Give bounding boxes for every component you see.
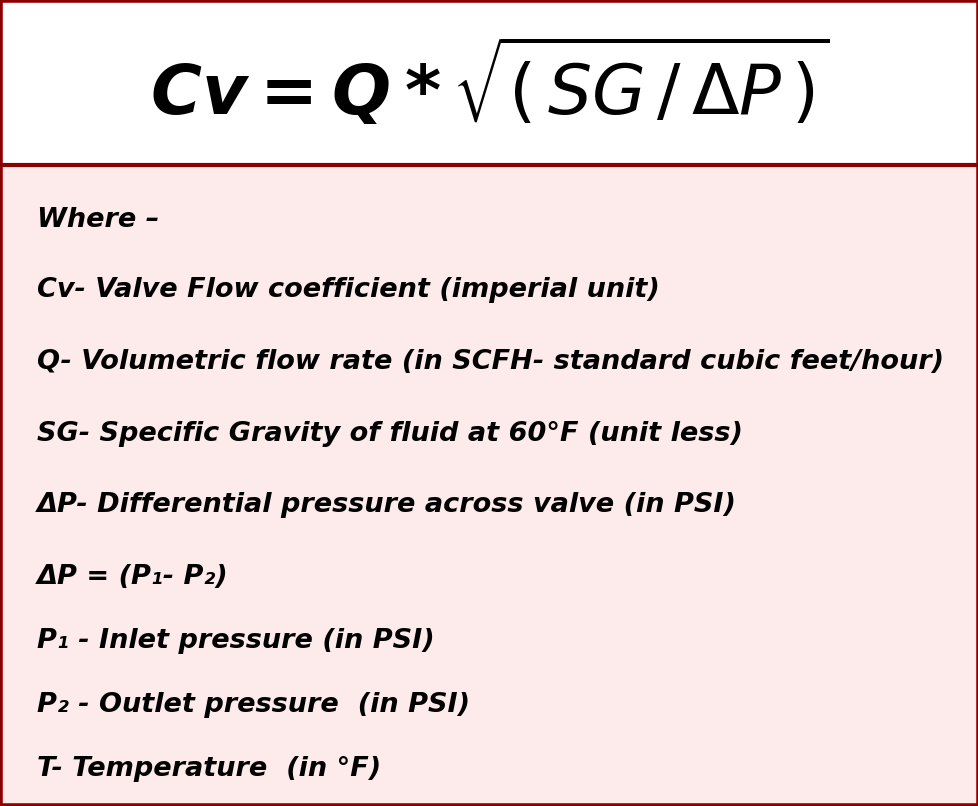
Text: T- Temperature  (in °F): T- Temperature (in °F) xyxy=(37,757,381,783)
Text: P₂ - Outlet pressure  (in PSI): P₂ - Outlet pressure (in PSI) xyxy=(37,692,469,718)
Text: Q- Volumetric flow rate (in SCFH- standard cubic feet/hour): Q- Volumetric flow rate (in SCFH- standa… xyxy=(37,349,943,375)
Text: ΔP- Differential pressure across valve (in PSI): ΔP- Differential pressure across valve (… xyxy=(37,492,736,517)
Bar xyxy=(0,0,978,165)
Text: SG- Specific Gravity of fluid at 60°F (unit less): SG- Specific Gravity of fluid at 60°F (u… xyxy=(37,421,742,447)
Text: ΔP = (P₁- P₂): ΔP = (P₁- P₂) xyxy=(37,563,229,590)
Text: $\boldsymbol{Cv = Q * \sqrt{(\, SG\, /\, \Delta P\, )}}$: $\boldsymbol{Cv = Q * \sqrt{(\, SG\, /\,… xyxy=(150,36,828,129)
Text: P₁ - Inlet pressure (in PSI): P₁ - Inlet pressure (in PSI) xyxy=(37,628,434,654)
Text: Where –: Where – xyxy=(37,206,159,233)
Text: Cv- Valve Flow coefficient (imperial unit): Cv- Valve Flow coefficient (imperial uni… xyxy=(37,277,659,303)
Bar xyxy=(0,165,978,806)
